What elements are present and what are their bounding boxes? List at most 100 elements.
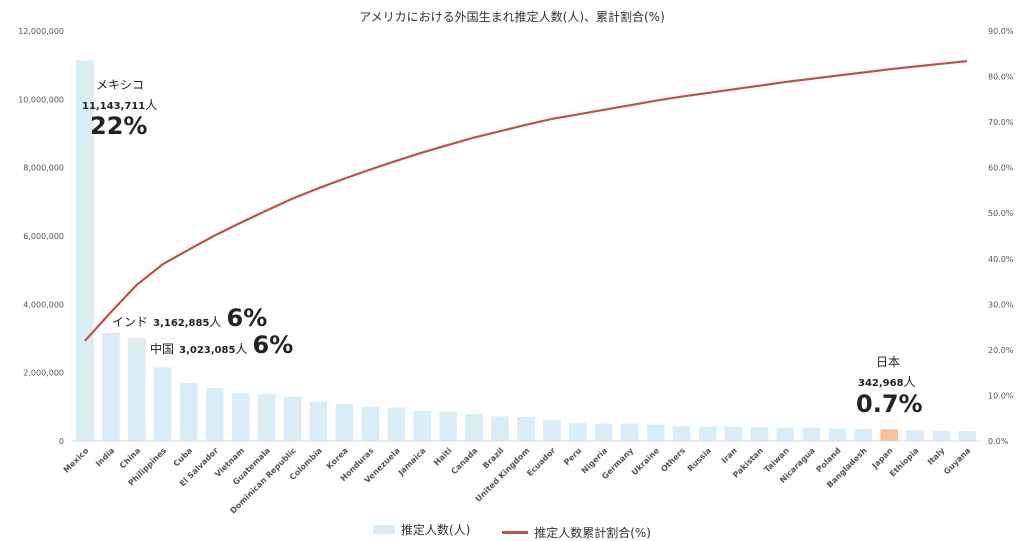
bar-japan bbox=[880, 429, 898, 441]
bar-others bbox=[672, 426, 691, 441]
legend-bar-label: 推定人数(人) bbox=[401, 523, 471, 537]
annotation-india-number: 3,162,885 bbox=[153, 318, 210, 329]
x-tick-label-peru: Peru bbox=[562, 446, 583, 467]
x-tick-label-others: Others bbox=[659, 446, 687, 474]
annotation-japan-number: 342,968 bbox=[858, 378, 904, 389]
bars-layer bbox=[76, 60, 976, 442]
legend-line-label: 推定人数累計割合(%) bbox=[534, 526, 651, 540]
bar-cuba bbox=[179, 382, 198, 441]
bar-ethiopia bbox=[906, 430, 924, 441]
bar-guyana bbox=[958, 431, 976, 441]
bar-haiti bbox=[439, 411, 457, 441]
legend: 推定人数(人) 推定人数累計割合(%) bbox=[0, 521, 1024, 541]
bar-italy bbox=[932, 430, 950, 442]
bar-united-kingdom bbox=[517, 417, 535, 441]
x-tick-label-haiti: Haiti bbox=[432, 446, 454, 468]
left-axis-tick-label: 10,000,000 bbox=[18, 95, 64, 104]
annotation-india-label: インド bbox=[112, 315, 149, 329]
annotation-japan-unit: 人 bbox=[903, 375, 916, 389]
bar-china bbox=[128, 337, 146, 441]
bar-guatemala bbox=[257, 394, 276, 441]
x-tick-label-japan: Japan bbox=[870, 446, 895, 471]
bar-philippines bbox=[154, 367, 172, 441]
x-tick-label-guyana: Guyana bbox=[942, 446, 972, 476]
bar-honduras bbox=[361, 406, 380, 441]
legend-item-bars: 推定人数(人) bbox=[373, 521, 470, 538]
left-axis-tick-label: 8,000,000 bbox=[23, 164, 64, 173]
chart-title: アメリカにおける外国生まれ推定人数(人)、累計割合(%) bbox=[359, 10, 665, 24]
annotation-mexico-unit: 人 bbox=[145, 98, 158, 112]
right-axis-tick-label: 90.0% bbox=[988, 27, 1014, 36]
bar-iran bbox=[724, 426, 743, 441]
annotation-mexico-name: メキシコ bbox=[96, 74, 144, 93]
left-axis: 0 2,000,000 4,000,000 6,000,000 8,000,000 10,… bbox=[18, 27, 64, 446]
cumulative-line-layer bbox=[72, 60, 980, 442]
annotation-india-pct: 6% bbox=[226, 304, 268, 332]
left-axis-tick-label: 12,000,000 bbox=[18, 27, 64, 36]
annotation-japan-count: 342,968人 bbox=[858, 371, 916, 390]
x-tick-label-korea: Korea bbox=[325, 446, 350, 471]
annotation-mexico-label: メキシコ bbox=[96, 78, 145, 92]
bar-pakistan bbox=[750, 427, 769, 441]
x-tick-label-russia: Russia bbox=[686, 446, 713, 473]
right-axis-tick-label: 70.0% bbox=[988, 118, 1014, 127]
bar-germany bbox=[621, 423, 639, 441]
x-tick-label-mexico: Mexico bbox=[62, 446, 91, 475]
x-tick-label-china: China bbox=[118, 446, 142, 470]
annotation-china-number: 3,023,085 bbox=[179, 345, 236, 356]
x-tick-label-canada: Canada bbox=[449, 446, 479, 476]
annotation-japan-pct: 0.7% bbox=[856, 390, 923, 418]
bar-ecuador bbox=[543, 419, 561, 441]
annotation-japan-label: 日本 bbox=[876, 355, 901, 369]
right-axis-tick-label: 50.0% bbox=[988, 209, 1014, 218]
bar-russia bbox=[698, 426, 717, 441]
bar-india bbox=[102, 332, 120, 441]
bar-venezuela bbox=[387, 407, 406, 441]
annotation-china-label: 中国 bbox=[150, 342, 175, 356]
bar-peru bbox=[569, 423, 587, 441]
left-axis-tick-label: 0 bbox=[59, 437, 64, 446]
right-axis-tick-label: 0.0% bbox=[988, 437, 1009, 446]
bar-jamaica bbox=[413, 410, 431, 441]
left-axis-tick-label: 6,000,000 bbox=[23, 232, 64, 241]
annotation-china-pct: 6% bbox=[252, 331, 294, 359]
right-axis: 0.0% 10.0% 20.0% 30.0% 40.0% 50.0% 60.0% 70.0% 8… bbox=[988, 27, 1014, 446]
annotation-mexico-number: 11,143,711 bbox=[82, 101, 146, 112]
x-tick-label-ecuador: Ecuador bbox=[525, 446, 557, 478]
x-tick-label-india: India bbox=[94, 446, 116, 468]
annotation-india-unit: 人 bbox=[209, 315, 222, 329]
bar-canada bbox=[465, 413, 483, 441]
annotation-china-unit: 人 bbox=[235, 342, 248, 356]
bar-bangladesh bbox=[854, 429, 872, 441]
bar-ukraine bbox=[646, 424, 665, 441]
cumulative-percentage-line bbox=[84, 60, 968, 342]
bar-poland bbox=[828, 428, 847, 441]
bar-dominican-republic bbox=[283, 396, 302, 441]
right-axis-tick-label: 10.0% bbox=[988, 391, 1014, 400]
x-tick-label-jamaica: Jamaica bbox=[396, 446, 428, 478]
x-tick-label-ukraine: Ukraine bbox=[630, 446, 662, 478]
bar-taiwan bbox=[776, 427, 795, 441]
bar-el-salvador bbox=[205, 388, 224, 441]
bar-vietnam bbox=[231, 393, 250, 441]
legend-line-swatch bbox=[502, 531, 529, 534]
annotation-china: 中国 3,023,085人 6% bbox=[150, 331, 293, 359]
right-axis-tick-label: 60.0% bbox=[988, 164, 1014, 173]
x-tick-label-iran: Iran bbox=[720, 446, 739, 465]
x-tick-label-italy: Italy bbox=[926, 445, 947, 466]
right-axis-tick-label: 40.0% bbox=[988, 255, 1014, 264]
bar-korea bbox=[335, 404, 354, 441]
x-tick-label-cuba: Cuba bbox=[172, 446, 194, 468]
x-tick-label-brazil: Brazil bbox=[481, 446, 506, 471]
right-axis-tick-label: 80.0% bbox=[988, 73, 1014, 82]
legend-item-line: 推定人数累計割合(%) bbox=[502, 524, 651, 541]
annotation-mexico-pct: 22% bbox=[90, 112, 148, 140]
bar-mexico bbox=[76, 60, 94, 442]
annotation-mexico-count: 11,143,711人 bbox=[82, 94, 157, 113]
bar-nigeria bbox=[595, 423, 613, 441]
bar-nicaragua bbox=[802, 427, 821, 441]
annotation-japan-name: 日本 bbox=[876, 351, 900, 370]
bar-brazil bbox=[491, 416, 509, 441]
